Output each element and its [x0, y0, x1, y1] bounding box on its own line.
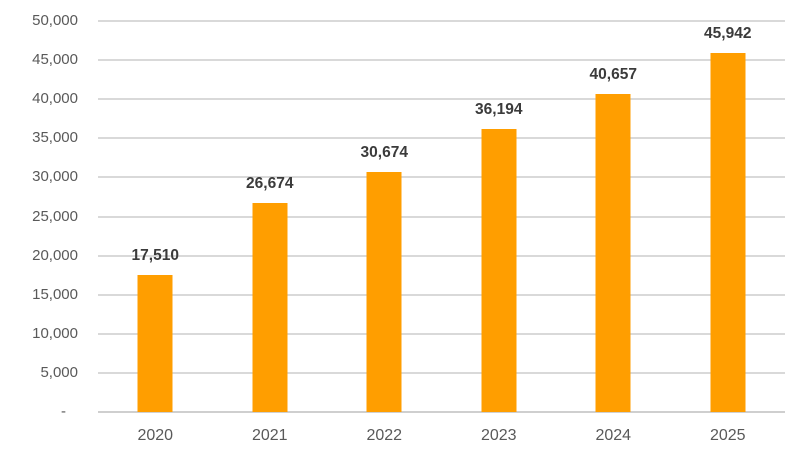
bar-column: 30,674 2022 — [327, 21, 442, 444]
plot-area — [98, 20, 785, 413]
bar-column: 26,674 2021 — [213, 21, 328, 444]
y-axis-tick-label: 40,000 — [32, 90, 78, 108]
y-axis-tick-label: 5,000 — [40, 363, 78, 381]
bar-value-label: 26,674 — [246, 175, 294, 193]
x-axis-tick-label: 2020 — [137, 427, 174, 444]
gridline — [98, 254, 785, 257]
x-axis-tick-label: 2023 — [480, 427, 517, 444]
y-axis-tick-label: 20,000 — [32, 246, 78, 264]
bar — [710, 52, 746, 412]
gridline — [98, 137, 785, 140]
bar-column: 45,942 2025 — [671, 21, 786, 444]
gridline — [98, 293, 785, 296]
bar-value-label: 36,194 — [475, 100, 523, 118]
bar-column: 17,510 2020 — [98, 21, 213, 444]
bar-value-label: 40,657 — [589, 66, 637, 84]
y-axis-tick-label: 10,000 — [32, 324, 78, 342]
x-axis-tick-label: 2024 — [595, 427, 632, 444]
bar — [366, 172, 402, 412]
x-axis-tick-label: 2022 — [366, 427, 403, 444]
bar — [481, 128, 517, 412]
y-axis-tick-label: 15,000 — [32, 285, 78, 303]
gridline — [98, 371, 785, 374]
gridline — [98, 98, 785, 101]
y-axis-tick-label: 30,000 — [32, 168, 78, 186]
bar-column: 40,657 2024 — [556, 21, 671, 444]
y-axis-tick-label: - — [61, 403, 66, 420]
y-axis-tick-label: 45,000 — [32, 51, 78, 69]
bar — [137, 275, 173, 412]
gridline — [98, 59, 785, 62]
bar-value-label: 17,510 — [131, 247, 179, 265]
bars-area: 17,510 2020 26,674 2021 30,674 2022 36,194 2023… — [98, 21, 786, 444]
gridline — [98, 332, 785, 335]
y-axis-tick-label: 35,000 — [32, 129, 78, 147]
bar — [252, 203, 288, 412]
bar-value-label: 45,942 — [704, 24, 752, 42]
bar — [595, 94, 631, 412]
gridline — [98, 20, 785, 22]
y-axis-tick-label: 50,000 — [32, 12, 78, 29]
gridline — [98, 411, 785, 413]
y-axis: - 5,000 10,000 15,000 20,000 25,000 30,000 35,0… — [0, 12, 78, 420]
bar-value-label: 30,674 — [360, 144, 408, 162]
x-axis-tick-label: 2025 — [709, 427, 746, 444]
y-axis-tick-label: 25,000 — [32, 207, 78, 225]
bar-column: 36,194 2023 — [442, 21, 557, 444]
x-axis-tick-label: 2021 — [251, 427, 288, 444]
gridline — [98, 176, 785, 179]
gridline — [98, 215, 785, 218]
